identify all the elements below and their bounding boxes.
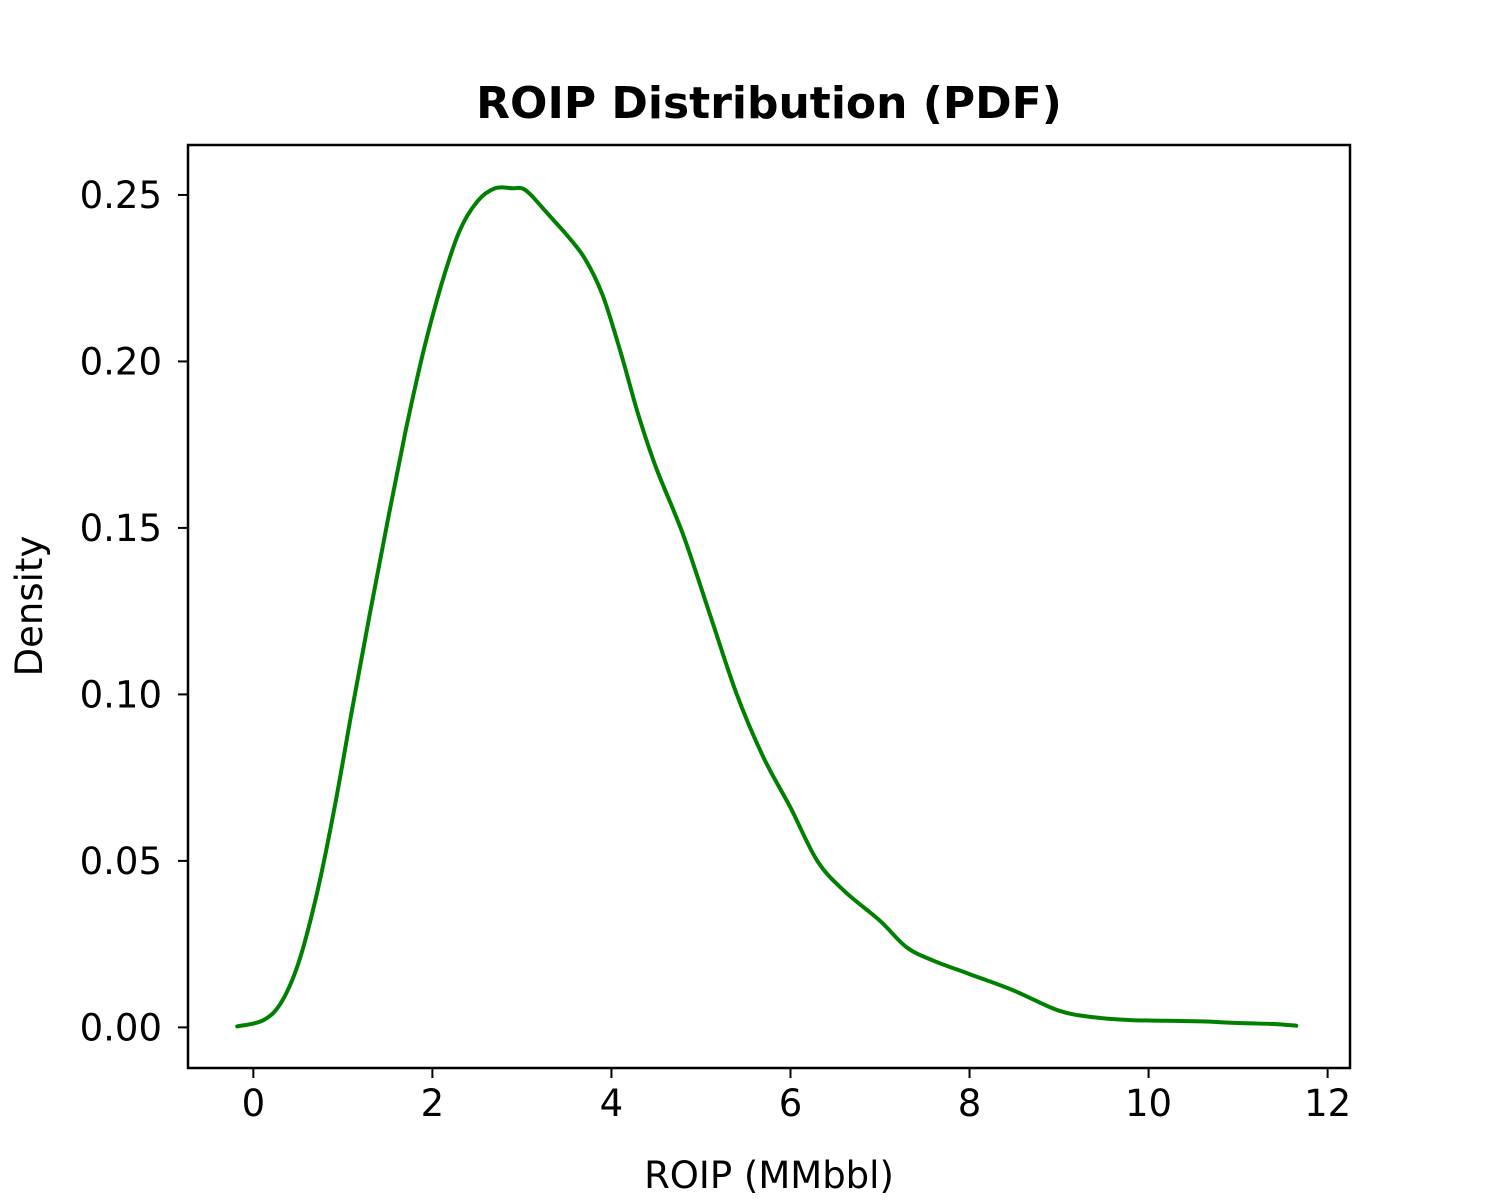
x-tick-label: 4 [600,1082,624,1125]
density-line [235,185,1299,1029]
y-tick-label: 0.00 [80,1006,162,1049]
x-tick-label: 12 [1304,1082,1351,1125]
x-tick-label: 8 [958,1082,982,1125]
x-axis: 0 2 4 6 8 10 12 [242,1068,1351,1125]
plot-frame [186,143,1352,1070]
y-tick-label: 0.25 [80,174,162,217]
y-tick-label: 0.15 [80,507,162,550]
y-tick-label: 0.05 [80,840,162,883]
x-axis-label: ROIP (MMbbl) [644,1154,894,1197]
x-tick-label: 0 [242,1082,266,1125]
y-tick-label: 0.20 [80,340,162,383]
x-tick-label: 6 [779,1082,803,1125]
y-axis: 0.00 0.05 0.10 0.15 0.20 0.25 [80,174,188,1049]
y-axis-label: Density [8,536,51,677]
y-tick-label: 0.10 [80,673,162,716]
chart-title: ROIP Distribution (PDF) [476,78,1062,129]
plot-area [186,143,1352,1070]
x-tick-label: 2 [421,1082,445,1125]
x-tick-label: 10 [1125,1082,1172,1125]
